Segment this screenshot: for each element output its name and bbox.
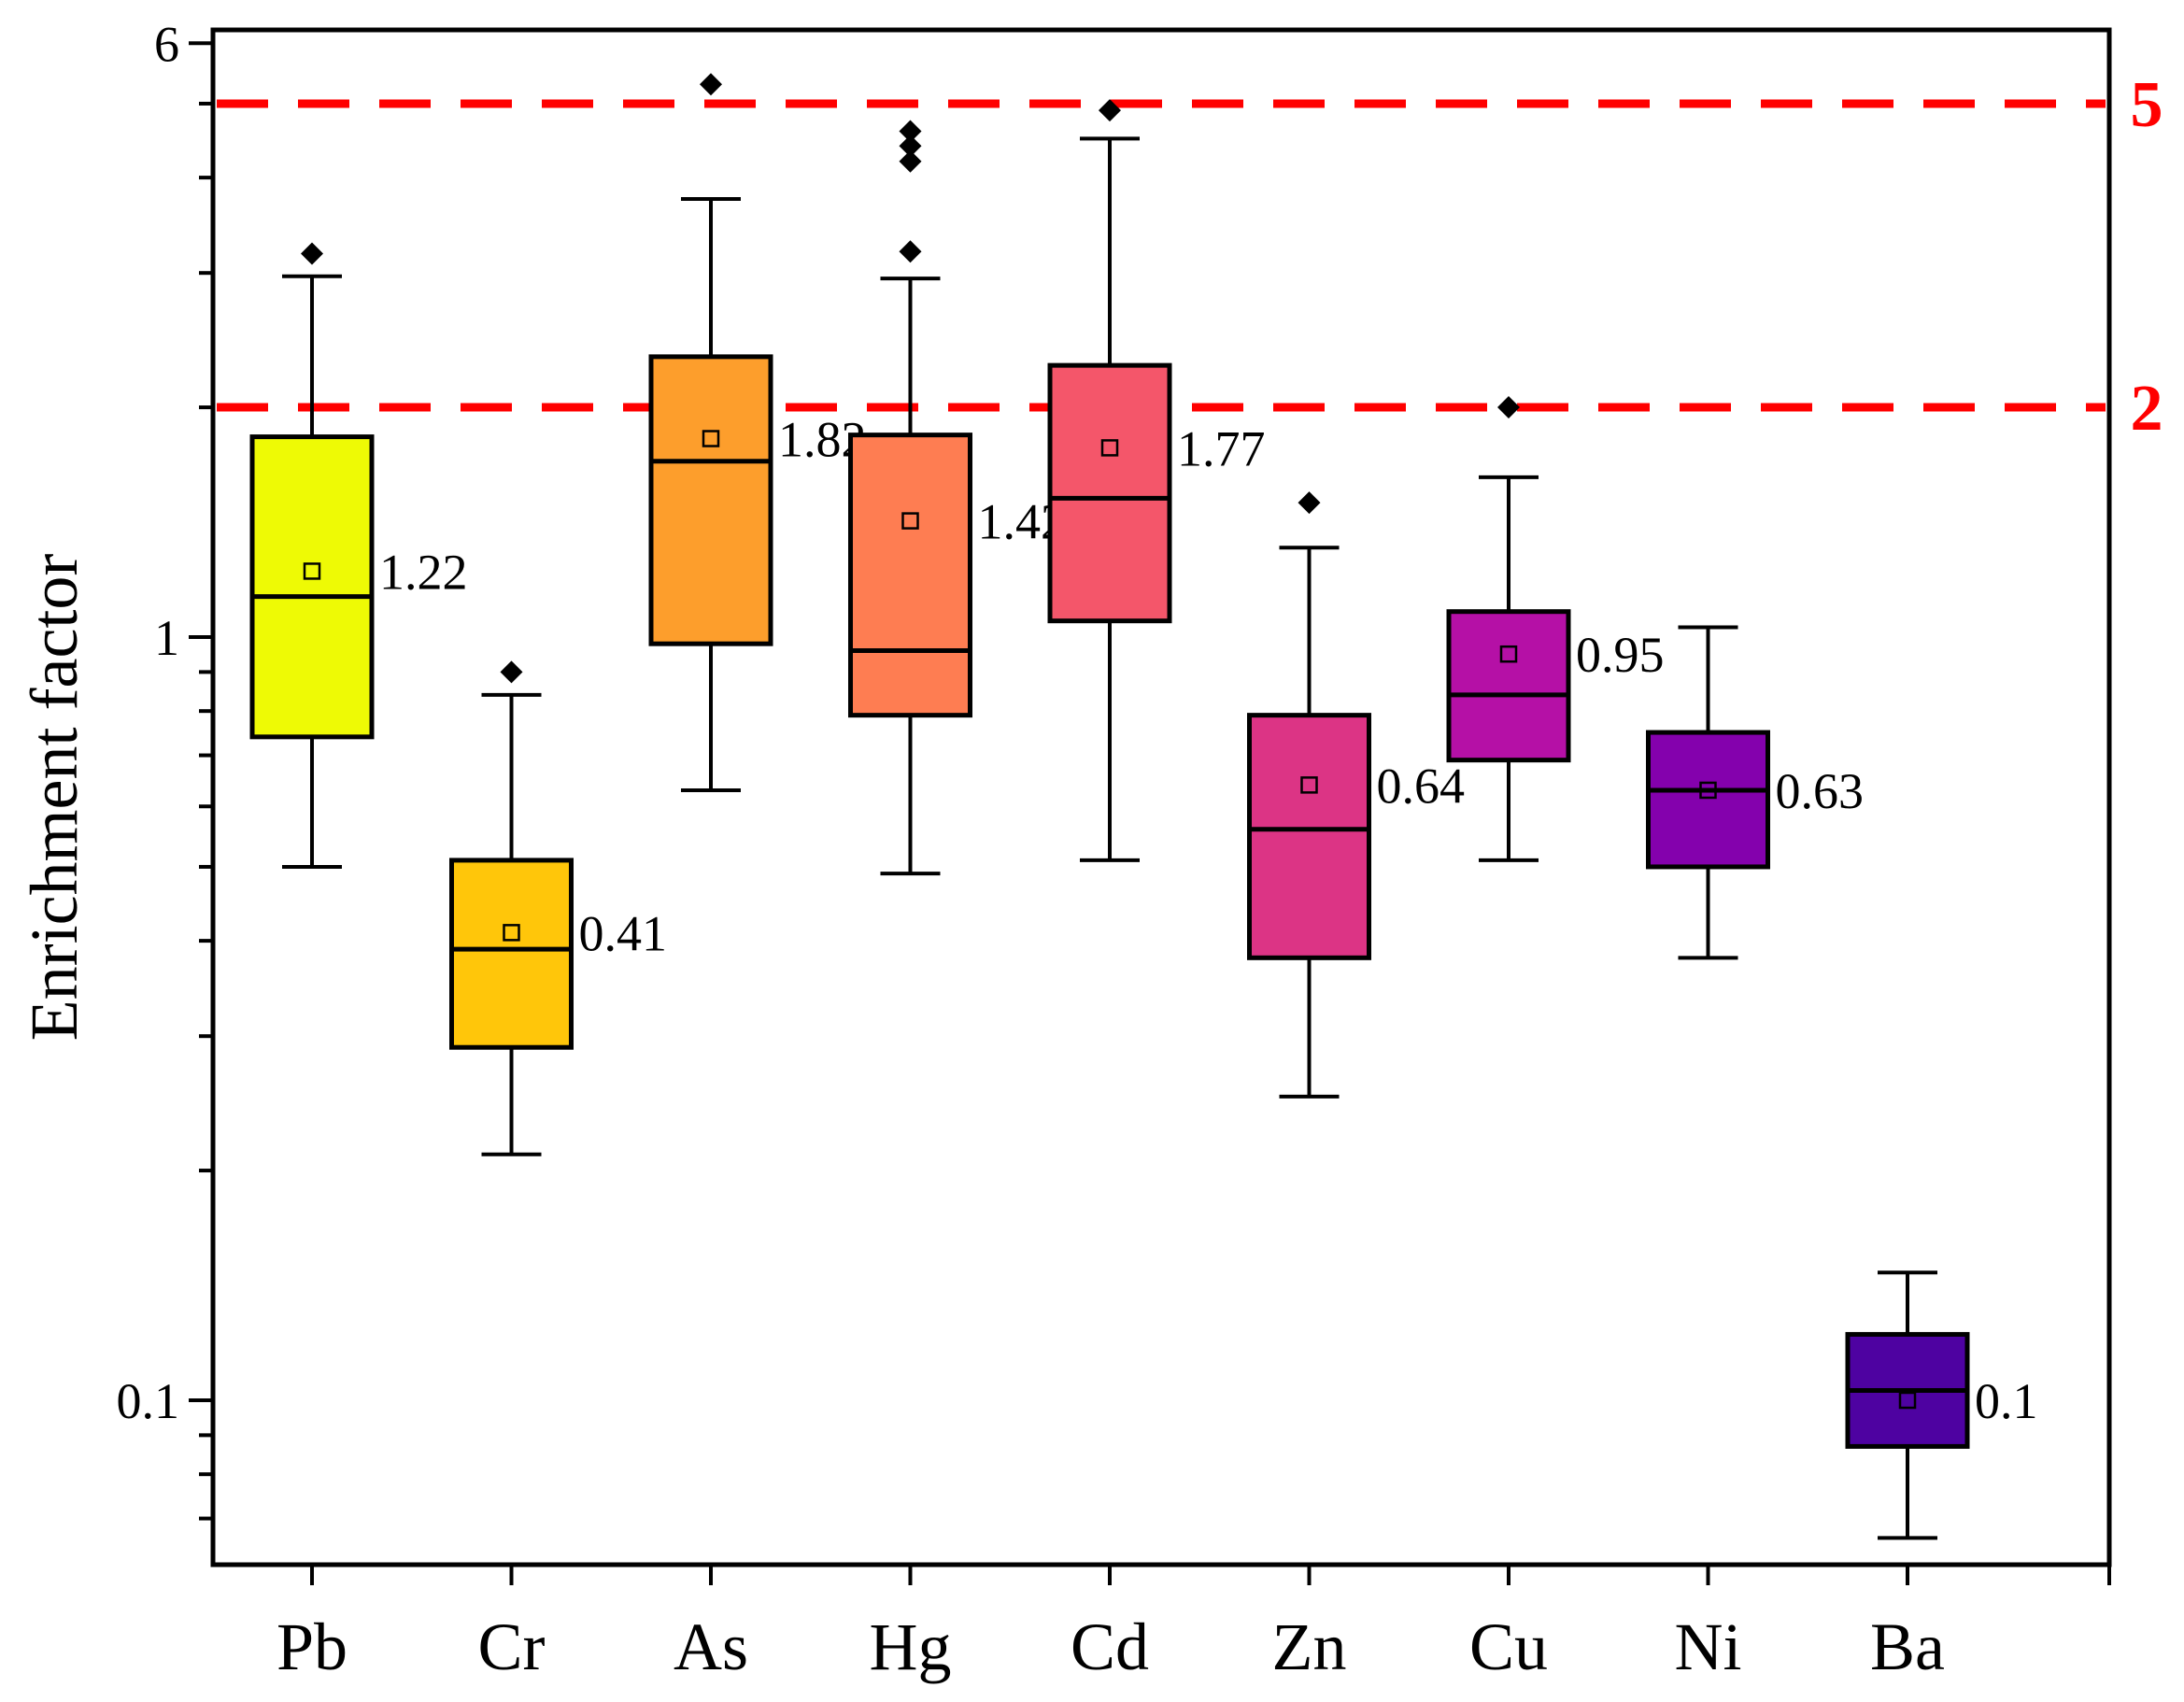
iqr-box <box>449 858 574 1050</box>
box-hg: 1.42 <box>848 120 1066 876</box>
outlier-point <box>899 240 922 263</box>
x-category-label: Cu <box>1469 1610 1548 1684</box>
mean-value-label: 0.95 <box>1576 627 1665 683</box>
x-category-label: Pb <box>277 1610 347 1684</box>
plot-frame <box>210 27 2112 1567</box>
y-tick-label: 1 <box>154 610 179 666</box>
iqr-box <box>1646 730 1770 870</box>
x-category-label: Hg <box>870 1610 952 1684</box>
threshold-label: 5 <box>2131 69 2163 141</box>
box-ba: 0.1 <box>1845 1270 2038 1540</box>
mean-marker <box>702 430 720 447</box>
mean-marker <box>901 512 919 530</box>
threshold-label: 2 <box>2131 373 2163 445</box>
outlier-point <box>500 660 523 684</box>
y-axis-label: Enrichment factor <box>17 554 92 1042</box>
box-pb: 1.22 <box>249 242 468 869</box>
box-cd: 1.77 <box>1047 99 1266 862</box>
mean-value-label: 0.63 <box>1776 763 1865 819</box>
x-category-label: Cr <box>478 1610 546 1684</box>
outlier-point <box>700 73 722 96</box>
box-cu: 0.95 <box>1446 396 1665 862</box>
outlier-point <box>899 135 922 158</box>
iqr-box <box>249 434 375 740</box>
outlier-point <box>1099 99 1121 122</box>
outlier-point <box>1497 396 1520 419</box>
box-as: 1.82 <box>648 73 867 792</box>
x-category-label: Zn <box>1272 1610 1347 1684</box>
box-layer: 1.22 0.41 1.821.42 1.77 0.64 0.95 0.63 0.1 <box>249 73 2038 1540</box>
mean-marker <box>1898 1391 1917 1410</box>
mean-value-label: 0.1 <box>1975 1373 2038 1429</box>
mean-value-label: 0.41 <box>579 905 668 961</box>
x-category-label: Cd <box>1071 1610 1149 1684</box>
mean-marker <box>1100 439 1119 457</box>
iqr-box <box>648 354 773 646</box>
mean-marker <box>1699 781 1717 800</box>
box-cr: 0.41 <box>449 660 668 1156</box>
outlier-point <box>1298 491 1321 515</box>
axis-layer: 6 1 0.1 Pb Cr As Hg Cd Zn Cu Ni Ba <box>117 16 2111 1684</box>
mean-marker <box>503 924 520 942</box>
threshold-layer: 52 <box>217 69 2163 445</box>
y-tick-label: 6 <box>154 16 179 72</box>
box-zn: 0.64 <box>1247 491 1466 1099</box>
mean-value-label: 1.77 <box>1177 420 1266 476</box>
mean-marker <box>303 562 321 580</box>
mean-value-label: 1.22 <box>379 544 468 600</box>
x-category-label: As <box>674 1610 748 1684</box>
y-tick-label: 0.1 <box>117 1373 180 1429</box>
mean-marker <box>1499 645 1518 663</box>
iqr-box <box>1446 609 1571 763</box>
x-category-label: Ba <box>1870 1610 1945 1684</box>
outlier-point <box>899 120 922 143</box>
iqr-box <box>848 433 972 718</box>
mean-marker <box>1300 776 1318 794</box>
box-ni: 0.63 <box>1646 625 1865 960</box>
mean-value-label: 0.64 <box>1377 758 1466 814</box>
iqr-box <box>1247 713 1371 960</box>
outlier-point <box>899 149 922 173</box>
x-category-label: Ni <box>1675 1610 1742 1684</box>
outlier-point <box>301 242 323 265</box>
iqr-box <box>1047 362 1172 624</box>
